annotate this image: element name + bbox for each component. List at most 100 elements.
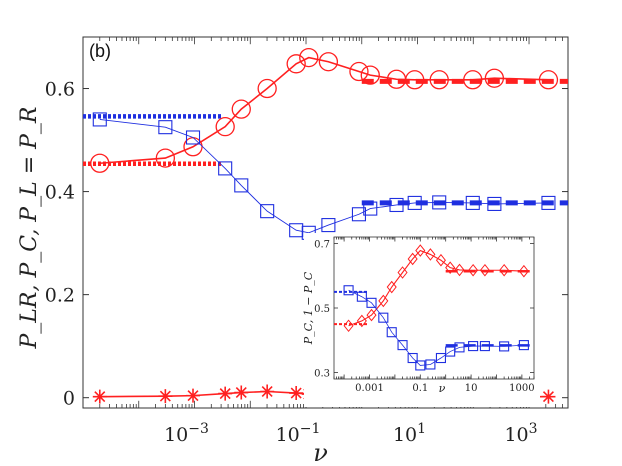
inset-series-0-point-6 — [407, 252, 418, 266]
main-series-0-point-4 — [231, 99, 251, 119]
main-series-1-point-0 — [92, 112, 107, 127]
main-x-tick-label: 10−3 — [164, 421, 209, 446]
main-plot-frame — [82, 36, 569, 409]
main-series-0-point-6 — [286, 54, 306, 74]
inset-series-0-point-10 — [445, 261, 456, 274]
inset-series-1-point-5 — [397, 340, 408, 351]
inset-series-1-point-7 — [415, 360, 426, 371]
inset-series-1-point-15 — [518, 340, 529, 351]
main-series-0-line — [99, 56, 549, 165]
inset-series-1-point-3 — [378, 312, 389, 323]
main-x-tick-base: 10 — [164, 424, 188, 446]
main-y-tick-label: 0.4 — [45, 182, 75, 204]
inset-x-axis-title: ν — [439, 382, 446, 395]
main-series-0-point-0 — [90, 153, 110, 173]
inset-y-axis-title: P_C, 1 − P_C — [302, 271, 315, 345]
inset-series-0-point-3 — [378, 294, 389, 308]
main-series-0-point-10 — [360, 65, 380, 85]
inset-series-0-line — [348, 249, 524, 327]
main-x-axis-title: ν — [313, 439, 328, 466]
main-y-tick-label: 0 — [63, 388, 75, 410]
main-series-0-point-9 — [349, 61, 369, 82]
main-series-0-point-1 — [155, 148, 176, 168]
main-x-tick-base: 10 — [393, 424, 417, 446]
main-series-1-point-15 — [487, 196, 502, 211]
inset-series-1-point-6 — [407, 352, 418, 364]
inset-series-0-point-13 — [479, 263, 490, 277]
inset-series-1-point-13 — [479, 341, 490, 352]
main-series-1-point-4 — [234, 178, 249, 193]
main-series-1-point-14 — [465, 195, 480, 210]
inset-series-0-point-9 — [435, 253, 446, 267]
main-x-tick-base: 10 — [504, 424, 528, 446]
main-y-tick-label: 0.6 — [45, 79, 75, 101]
main-series-2-point-4 — [234, 385, 249, 400]
inset-series-1-point-14 — [499, 341, 510, 352]
main-series-0-point-15 — [484, 68, 505, 88]
inset-x-tick-label: 1000 — [509, 383, 534, 394]
main-x-tick-exponent: −3 — [188, 421, 209, 437]
main-series-2-point-3 — [218, 386, 233, 401]
inset-x-tick-label: 10 — [465, 383, 478, 394]
main-series-2-point-5 — [260, 384, 275, 399]
main-y-tick-label: 0.2 — [45, 285, 75, 307]
main-series-1-point-3 — [218, 161, 233, 176]
inset-y-tick-label: 0.5 — [314, 304, 330, 315]
main-series-2-point-16 — [541, 389, 556, 404]
main-series-1-point-5 — [260, 204, 275, 219]
inset-series-0-point-12 — [468, 263, 479, 277]
main-series-1-point-2 — [185, 130, 201, 145]
main-x-tick-exponent: 3 — [529, 421, 538, 437]
inset-series-0-point-8 — [425, 248, 436, 261]
main-x-tick-base: 10 — [276, 424, 300, 446]
main-x-tick-label: 103 — [504, 421, 537, 446]
inset-x-tick-label: 0.1 — [412, 383, 428, 394]
main-series-1-line — [99, 118, 549, 234]
main-x-tick-exponent: 1 — [417, 421, 426, 437]
panel-label: (b) — [89, 41, 111, 61]
inset-series-1-point-11 — [454, 342, 465, 353]
main-series-1-point-9 — [351, 207, 366, 222]
inset-series-0-point-0 — [343, 319, 354, 333]
inset-series-0-point-1 — [356, 314, 367, 328]
main-x-tick-exponent: −1 — [300, 421, 321, 437]
main-series-0-point-13 — [429, 70, 449, 90]
main-series-2-point-2 — [186, 388, 201, 403]
inset-series-0-point-2 — [366, 308, 377, 322]
main-series-1-point-13 — [432, 195, 447, 210]
inset-series-1-point-12 — [468, 341, 479, 352]
inset-series-1-point-1 — [356, 291, 367, 302]
inset-x-tick-label: 0.001 — [355, 383, 384, 394]
main-y-axis-title: P_LR, P_C, P_L = P_R — [17, 107, 42, 350]
main-series-0-point-5 — [257, 78, 277, 99]
inset-y-tick-label: 0.7 — [314, 239, 330, 250]
inset-series-0-point-4 — [386, 280, 397, 294]
main-series-0-point-12 — [405, 70, 425, 90]
main-series-2-point-1 — [158, 389, 173, 404]
main-x-tick-label: 10−1 — [276, 421, 321, 446]
inset-series-1-line — [348, 289, 524, 366]
inset-y-tick-label: 0.3 — [314, 369, 330, 380]
main-series-1-point-11 — [389, 197, 404, 213]
main-series-0-point-3 — [215, 117, 235, 137]
inset-plot: 0.3 0.5 0.7 0.001 0.1 10 1000 ν P_C, 1 − P_C — [302, 233, 540, 407]
inset-series-1-point-4 — [386, 327, 397, 338]
main-series-0-point-16 — [538, 70, 559, 90]
inset-series-0-point-11 — [454, 263, 465, 277]
inset-series-0-point-15 — [518, 264, 529, 278]
inset-series-0-point-14 — [499, 263, 510, 277]
main-series-1-point-10 — [363, 201, 378, 216]
main-series-1-point-12 — [407, 195, 422, 210]
inset-series-1-point-2 — [366, 297, 377, 308]
main-x-tick-label: 101 — [393, 421, 426, 446]
main-series-1-point-8 — [321, 218, 336, 233]
main-series-1-point-1 — [158, 120, 173, 135]
main-series-0-point-14 — [463, 70, 483, 90]
main-series-0-point-8 — [318, 52, 339, 72]
main-series-0-point-7 — [299, 47, 319, 68]
main-series-2-point-0 — [92, 389, 107, 404]
inset-series-0-point-7 — [415, 244, 426, 257]
inset-background — [304, 233, 540, 407]
main-series-1-point-16 — [541, 195, 556, 210]
